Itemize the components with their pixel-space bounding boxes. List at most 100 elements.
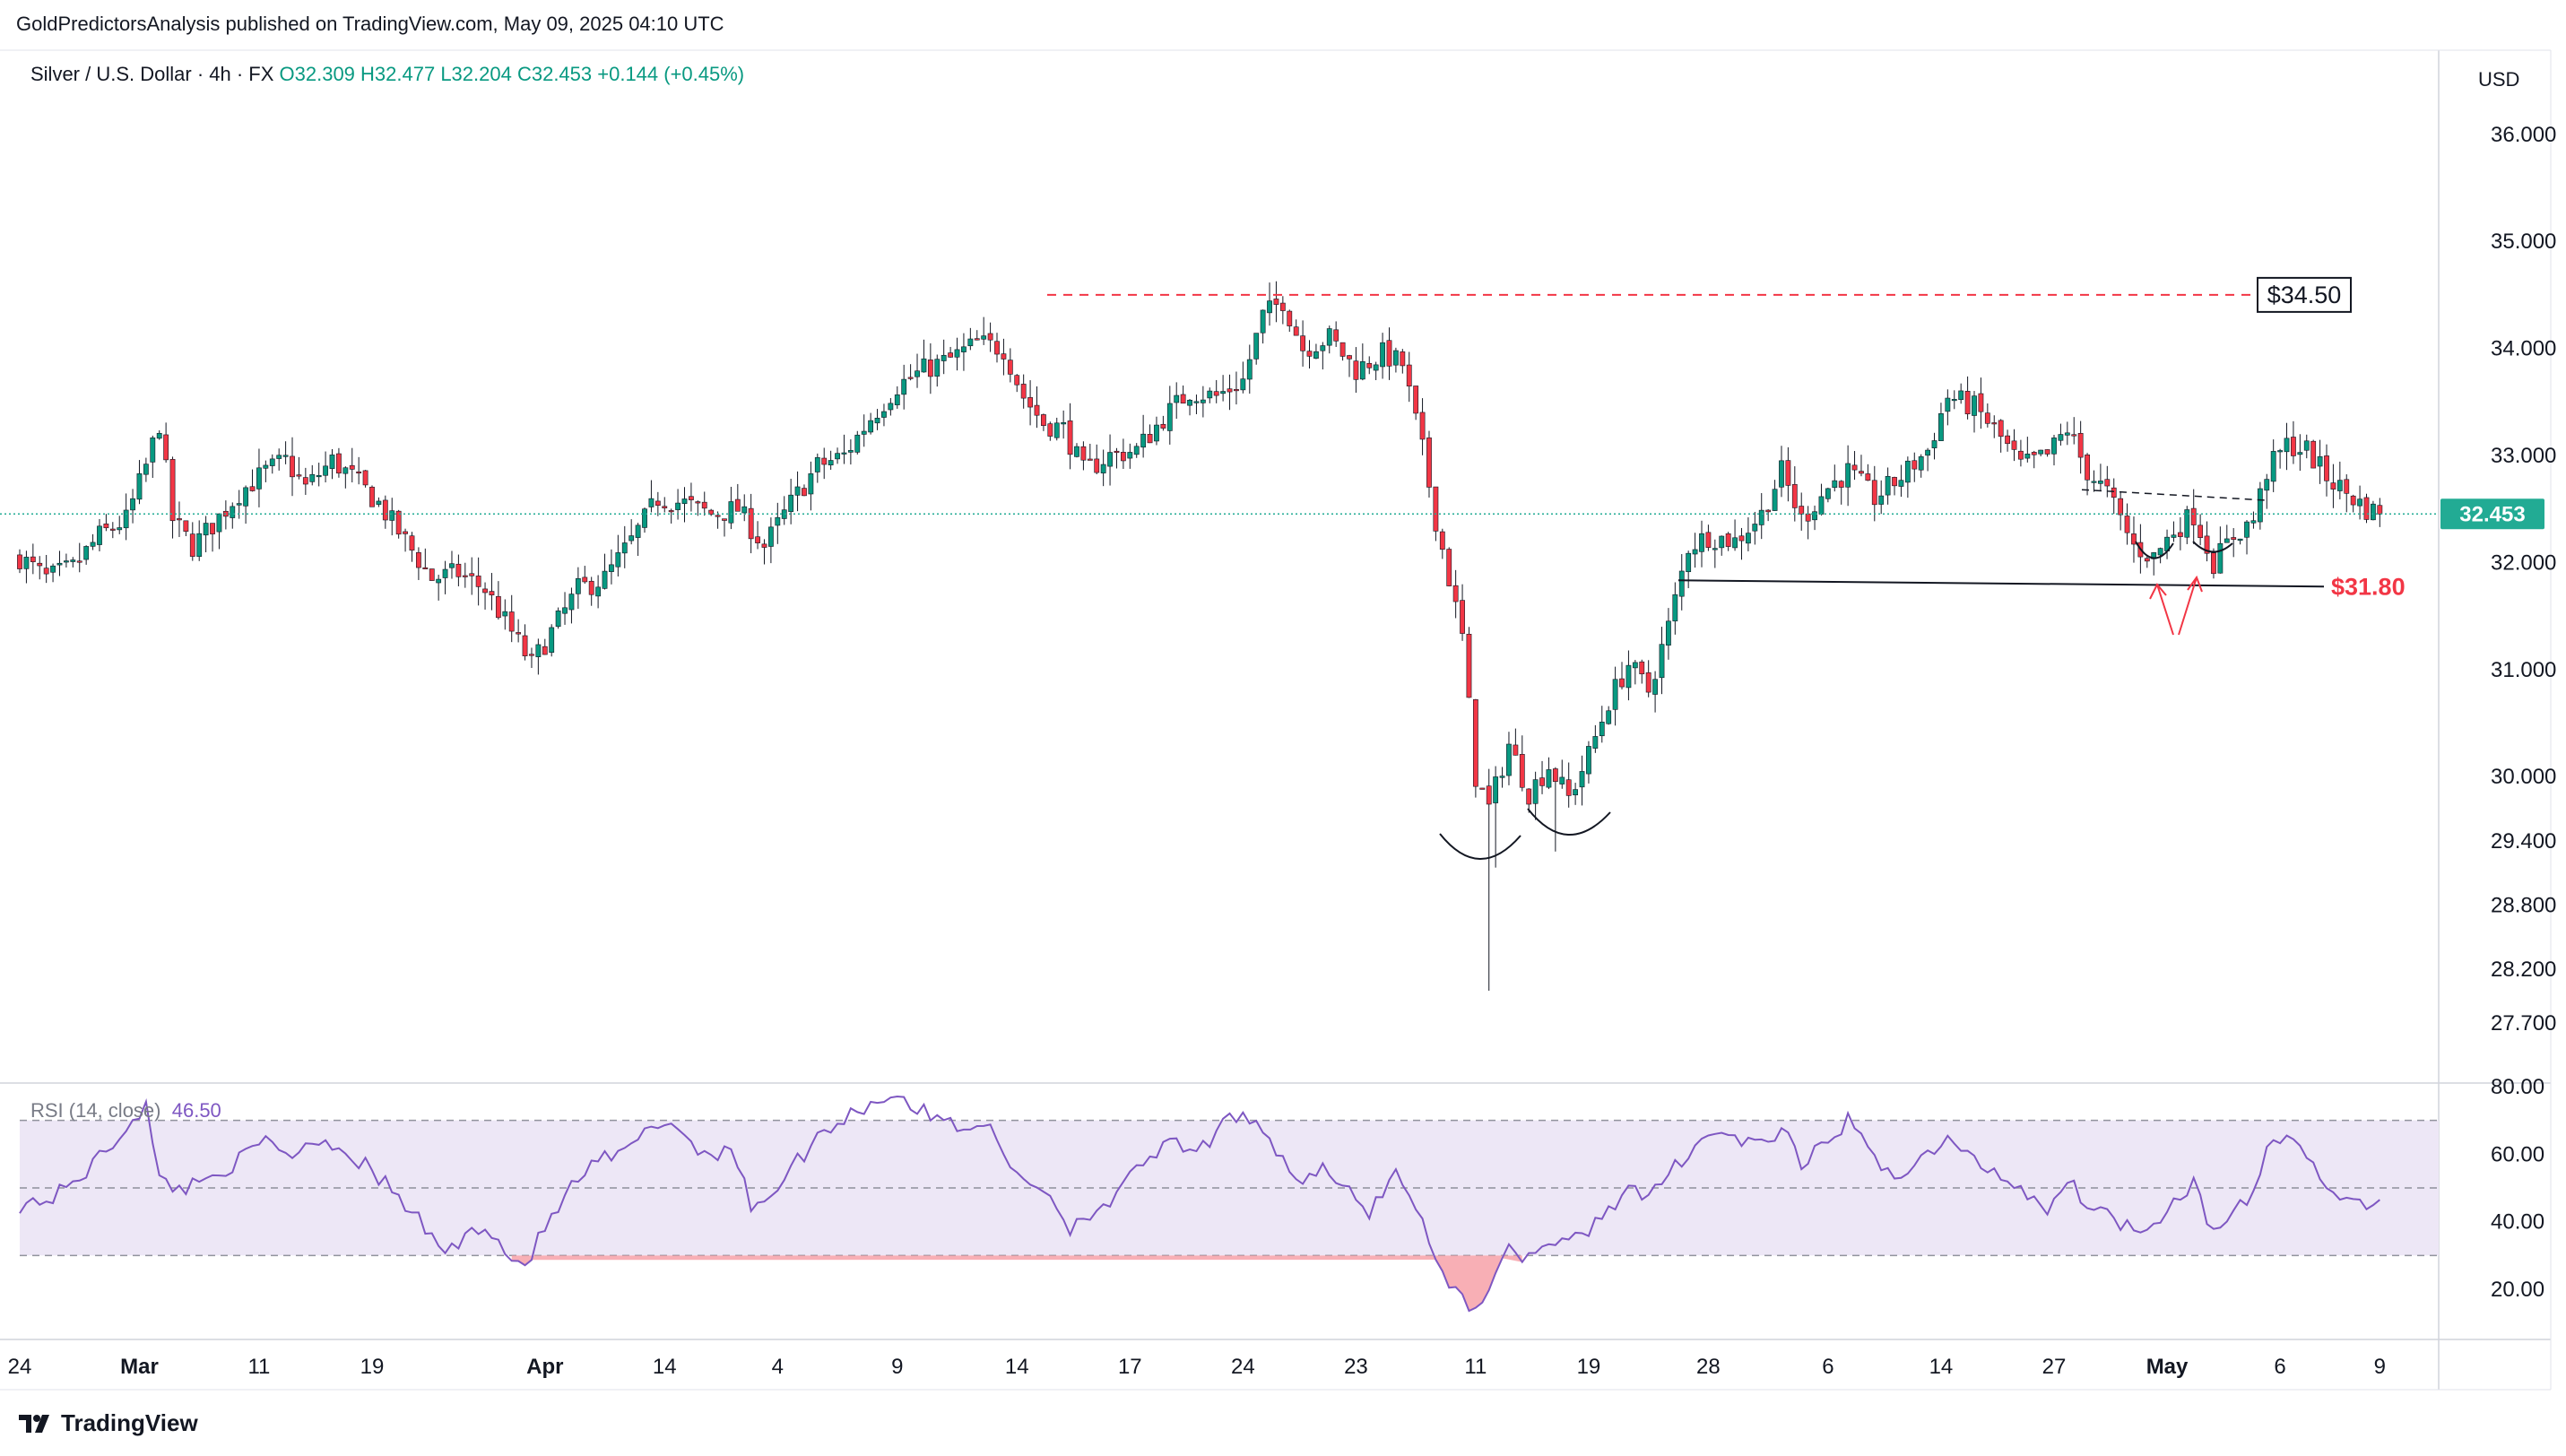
candle-body <box>881 411 887 418</box>
candle-body <box>2291 437 2296 456</box>
candle-body <box>1911 460 1918 470</box>
rsi-tick-label: 20.00 <box>2491 1278 2544 1302</box>
candle-body <box>1227 388 1233 393</box>
candle-body <box>342 467 349 474</box>
candle-body <box>1380 342 1385 368</box>
candle-body <box>1253 333 1260 360</box>
rsi-tick-label: 40.00 <box>2491 1210 2544 1235</box>
candle-body <box>2310 440 2317 469</box>
candle-body <box>382 499 388 521</box>
candle-body <box>802 488 807 497</box>
candle-body <box>316 474 322 478</box>
candle-body <box>1532 779 1539 804</box>
candle-body <box>1878 495 1885 505</box>
candle-body <box>103 523 109 529</box>
candle-body <box>2124 516 2130 533</box>
candle-body <box>2330 482 2336 490</box>
candle-body <box>1047 423 1053 437</box>
candle-body <box>788 494 794 512</box>
candle-body <box>1174 394 1180 403</box>
footer-brand[interactable]: TradingView <box>16 1409 198 1437</box>
candle-body <box>854 434 861 453</box>
candle-body <box>1127 452 1133 459</box>
candle-body <box>1419 412 1426 440</box>
candle-body <box>722 518 727 521</box>
candle-body <box>1074 446 1079 457</box>
candle-body <box>143 464 149 475</box>
neckline-dashed <box>2081 489 2269 501</box>
candle-body <box>409 535 415 551</box>
candlesticks <box>17 281 2383 991</box>
candle-body <box>1904 460 1911 483</box>
candle-body <box>362 470 368 486</box>
candle-body <box>1719 535 1725 549</box>
candle-body <box>542 646 548 655</box>
candle-body <box>1612 679 1618 710</box>
candle-body <box>1147 434 1153 444</box>
candle-body <box>748 507 754 540</box>
candle-body <box>568 594 575 611</box>
candle-body <box>967 338 974 347</box>
price-tick-label: 31.000 <box>2491 658 2556 682</box>
candle-body <box>615 552 621 568</box>
candle-body <box>1592 736 1599 749</box>
candle-body <box>2177 532 2183 537</box>
candle-body <box>987 333 993 341</box>
candle-body <box>808 473 814 495</box>
candle-body <box>1678 570 1685 597</box>
candle-body <box>256 467 262 490</box>
candle-body <box>681 498 688 505</box>
candle-body <box>2077 433 2084 458</box>
candle-body <box>2303 440 2310 451</box>
time-tick-label: 9 <box>2374 1355 2386 1379</box>
time-tick-label: 6 <box>1822 1355 1833 1379</box>
candle-body <box>954 349 960 358</box>
candle-body <box>1313 351 1319 359</box>
candle-body <box>1041 414 1046 426</box>
candle-body <box>1067 420 1073 455</box>
time-tick-label: Apr <box>526 1355 563 1379</box>
candle-body <box>1200 399 1206 403</box>
rsi-tick-label: 80.00 <box>2491 1075 2544 1099</box>
candle-body <box>76 560 82 563</box>
candle-body <box>64 560 69 563</box>
candle-body <box>1306 351 1313 357</box>
candle-body <box>1446 549 1452 586</box>
candle-body <box>469 573 475 576</box>
candle-body <box>701 501 707 509</box>
candle-body <box>941 354 947 361</box>
candle-body <box>535 644 542 657</box>
candle-body <box>761 543 767 548</box>
candle-body <box>263 464 269 469</box>
candle-body <box>2038 449 2044 455</box>
candle-body <box>336 453 342 474</box>
time-tick-label: 9 <box>891 1355 903 1379</box>
candle-body <box>1426 438 1432 488</box>
candle-body <box>1234 389 1239 392</box>
candle-body <box>495 595 501 619</box>
candle-body <box>1001 353 1007 360</box>
candle-body <box>734 498 741 512</box>
candle-body <box>642 508 647 528</box>
candle-body <box>2190 507 2197 525</box>
candle-body <box>1851 464 1858 471</box>
price-axis-ticks: 36.000 35.000 34.000 33.000 32.000 31.000 30.0… <box>2491 123 2556 1036</box>
candle-body <box>1180 394 1186 404</box>
candle-body <box>1353 360 1359 380</box>
candle-body <box>2118 498 2124 516</box>
candle-body <box>981 335 987 340</box>
support-label: $31.80 <box>2331 573 2406 600</box>
candle-body <box>2018 450 2024 460</box>
candle-body <box>1373 364 1379 371</box>
candle-body <box>668 510 674 513</box>
candle-body <box>1885 475 1891 496</box>
candle-body <box>23 557 30 569</box>
candle-body <box>1705 532 1712 548</box>
candle-body <box>868 420 874 433</box>
candle-body <box>236 503 242 506</box>
up-arrow <box>2178 575 2203 636</box>
candle-body <box>934 359 941 377</box>
annotations: 32.453 $34.50 $31.80 <box>0 276 2544 860</box>
candle-body <box>1133 446 1140 455</box>
